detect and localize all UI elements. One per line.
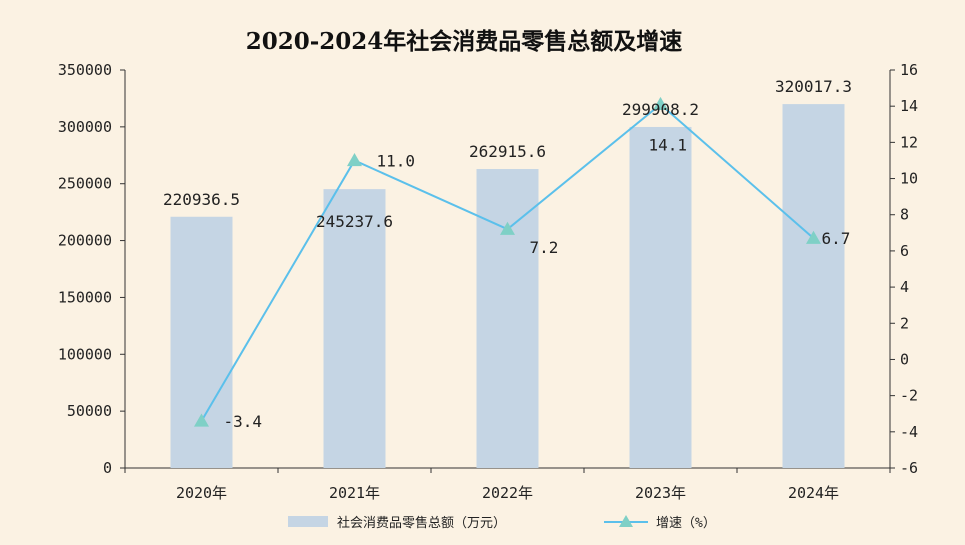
y-right-tick-label: -2 (900, 387, 918, 405)
data-labels: 220936.5 245237.6 262915.6 299908.2 320017.3… (163, 77, 852, 431)
x-tick-label: 2022年 (482, 484, 533, 502)
bar-value-label: 245237.6 (316, 212, 393, 231)
y-right-tick-label: 10 (900, 170, 918, 188)
legend-bar-label: 社会消费品零售总额（万元） (337, 515, 506, 531)
bar-value-label: 262915.6 (469, 142, 546, 161)
bar (323, 189, 386, 468)
y-right-tick-label: 8 (900, 206, 909, 224)
growth-value-label: 11.0 (377, 151, 416, 170)
y-right-tick-label: 6 (900, 242, 909, 260)
axes: 0 50000 100000 150000 200000 250000 300000 3500… (58, 61, 918, 502)
y-right-tick-label: 0 (900, 350, 909, 368)
x-tick-label: 2021年 (329, 484, 380, 502)
bar (782, 104, 845, 469)
y-left-tick-label: 250000 (58, 175, 112, 193)
x-tick-label: 2024年 (788, 484, 839, 502)
legend-line-label: 增速（%） (656, 516, 716, 531)
bar-value-label: 320017.3 (775, 77, 852, 96)
y-left-tick-label: 100000 (58, 345, 112, 363)
y-left-tick-label: 50000 (67, 402, 112, 420)
y-right-tick-label: 12 (900, 133, 918, 151)
y-left-tick-label: 150000 (58, 288, 112, 306)
bar-value-label: 220936.5 (163, 190, 240, 209)
growth-value-label: 14.1 (649, 135, 688, 154)
y-right-tick-label: 4 (900, 278, 909, 296)
growth-marker (806, 230, 821, 244)
y-right-tick-label: 2 (900, 314, 909, 332)
growth-marker (194, 413, 209, 427)
y-right-tick-label: -6 (900, 459, 918, 477)
growth-value-label: -3.4 (224, 412, 263, 431)
growth-marker (347, 152, 362, 167)
bar-value-label: 299908.2 (622, 100, 699, 119)
bars (170, 104, 845, 469)
x-tick-label: 2023年 (635, 484, 686, 502)
growth-line (194, 96, 821, 427)
bar (629, 126, 692, 468)
growth-value-label: 6.7 (822, 229, 851, 248)
legend-line-marker (619, 515, 633, 527)
legend-bar-swatch (288, 516, 328, 527)
y-left-tick-label: 300000 (58, 118, 112, 136)
bar (476, 169, 539, 468)
growth-value-label: 7.2 (530, 238, 559, 257)
y-right-tick-label: 14 (900, 97, 918, 115)
legend: 社会消费品零售总额（万元） 增速（%） (288, 515, 716, 531)
y-right-tick-label: 16 (900, 61, 918, 79)
chart-title: 2020-2024年社会消费品零售总额及增速 (246, 28, 683, 55)
growth-marker (500, 221, 515, 235)
y-right-tick-label: -4 (900, 423, 918, 441)
y-left-tick-label: 350000 (58, 61, 112, 79)
x-tick-label: 2020年 (176, 484, 227, 502)
growth-marker (653, 96, 668, 110)
y-left-tick-label: 0 (103, 459, 112, 477)
y-left-tick-label: 200000 (58, 232, 112, 250)
